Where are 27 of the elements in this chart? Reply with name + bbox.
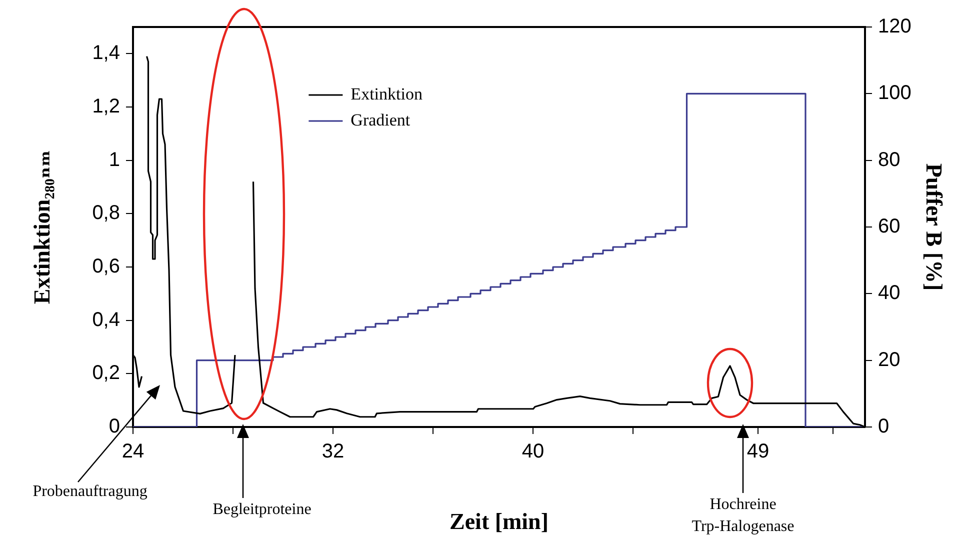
x-tick-label: 24 bbox=[122, 440, 144, 463]
text: Begleitproteine bbox=[212, 501, 312, 518]
x-axis-title: Zeit [min] bbox=[449, 509, 549, 534]
x-tick-label: 32 bbox=[322, 440, 344, 463]
text: Hochreine Trp-Halogenase bbox=[692, 496, 794, 536]
y2-tick-label: 60 bbox=[878, 216, 900, 238]
y-tick-label: 0,6 bbox=[92, 256, 120, 278]
legend-label: Extinktion bbox=[350, 84, 423, 104]
y2-tick-label: 100 bbox=[878, 82, 912, 104]
y2-tick-label: 120 bbox=[878, 16, 912, 38]
y-tick-label: 0 bbox=[108, 416, 120, 438]
y-tick-label: 0,8 bbox=[92, 202, 120, 224]
y2-tick-label: 20 bbox=[878, 348, 900, 371]
y-tick-label: 0,2 bbox=[92, 362, 120, 384]
y-tick-label: 1,4 bbox=[92, 42, 120, 64]
y2-tick-label: 40 bbox=[878, 282, 900, 304]
y-axis-title: Extinktion₂₈₀ₙₘ bbox=[30, 150, 55, 304]
legend-label: Gradient bbox=[350, 110, 410, 130]
x-tick-label: 40 bbox=[522, 440, 544, 463]
y2-tick-label: 0 bbox=[878, 416, 890, 438]
y-tick-label: 1,2 bbox=[92, 96, 120, 118]
text: Probenauftragung bbox=[32, 483, 148, 500]
y2-axis-title: Puffer B [%] bbox=[921, 163, 946, 291]
y2-tick-label: 80 bbox=[878, 148, 900, 171]
y-tick-label: 1 bbox=[108, 148, 120, 171]
x-tick-label: 49 bbox=[746, 440, 770, 463]
y-tick-label: 0,4 bbox=[92, 308, 120, 331]
